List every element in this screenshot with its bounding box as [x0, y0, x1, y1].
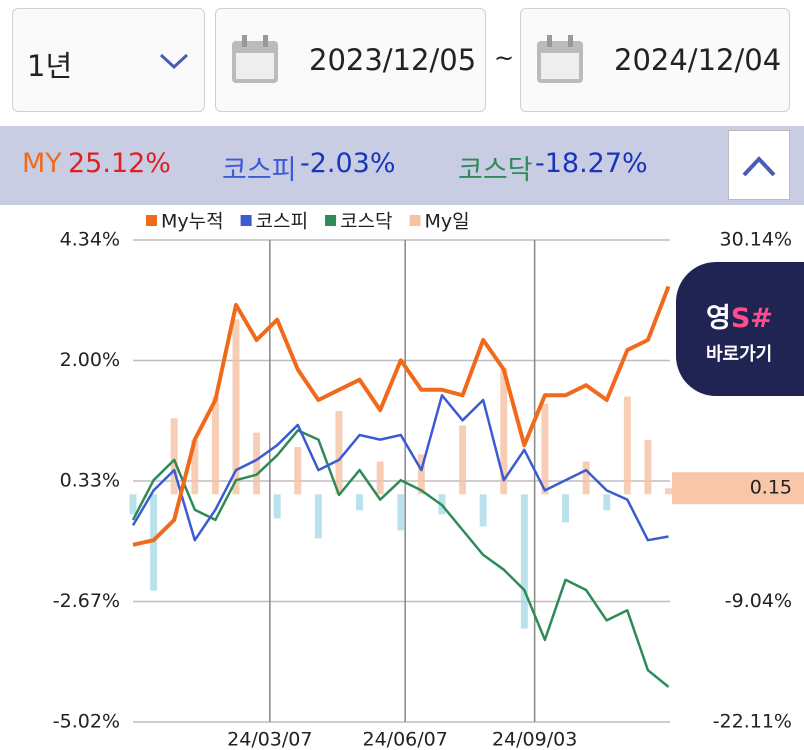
summary-value: 25.12% [68, 148, 171, 179]
daily-bar [294, 447, 302, 495]
daily-bar [356, 494, 364, 511]
y-tick-label: -2.67% [53, 590, 120, 612]
start-date-box[interactable]: 2023/12/05 [215, 8, 486, 112]
legend-label: 코스닥 [340, 211, 392, 233]
x-tick-label: 24/06/07 [363, 729, 448, 750]
legend-swatch [325, 215, 337, 226]
summary-value: -2.03% [300, 148, 396, 179]
legend-swatch [409, 215, 421, 226]
daily-bar [541, 403, 549, 495]
daily-bar [603, 494, 611, 511]
legend-label: My일 [425, 211, 470, 233]
start-date: 2023/12/05 [309, 43, 477, 77]
y2-tick-label: 30.14% [720, 229, 792, 251]
daily-bar [335, 411, 343, 495]
calendar-icon [232, 35, 278, 83]
daily-bar [273, 494, 281, 519]
chevron-icon [159, 53, 189, 70]
period-text: 1년 [27, 49, 73, 83]
legend-swatch [240, 215, 252, 226]
daily-bar [376, 461, 384, 495]
daily-bar [562, 494, 570, 523]
chart: 4.34%2.00%0.33%-2.67%-5.02%30.14%4.02%-9… [53, 211, 804, 750]
daily-badge-bg [672, 472, 804, 505]
daily-bar [253, 432, 261, 495]
daily-bar [665, 488, 673, 495]
series-line [131, 429, 670, 688]
shortcut-label: 바로가기 [706, 344, 773, 365]
y-tick-label: -5.02% [53, 711, 120, 733]
legend-label: My누적 [161, 211, 224, 233]
daily-bar [129, 494, 137, 515]
legend-swatch [146, 215, 157, 226]
daily-bar [623, 396, 631, 495]
x-tick-label: 24/09/03 [492, 729, 577, 750]
period-dropdown[interactable]: 1년 [12, 8, 205, 112]
daily-bar [500, 367, 508, 495]
daily-bar [150, 494, 158, 591]
date-separator: ~ [494, 44, 515, 72]
shortcut-prefix: 영 [706, 303, 731, 334]
calendar-icon [537, 35, 583, 83]
daily-bar [397, 494, 405, 531]
daily-bar [170, 418, 178, 495]
y-tick-label: 2.00% [60, 349, 120, 371]
summary-name: 코스피 [222, 155, 297, 186]
daily-bar [644, 439, 652, 495]
x-tick-label: 24/03/07 [227, 729, 312, 750]
summary-bar: MY 25.12% 코스피 -2.03% 코스닥 -18.27% [0, 126, 804, 205]
end-date-box[interactable]: 2024/12/04 [520, 8, 790, 112]
daily-bar [479, 494, 487, 527]
collapse-button[interactable] [728, 130, 790, 200]
daily-bar [211, 396, 219, 495]
daily-bar [520, 494, 528, 629]
daily-bar [582, 461, 590, 495]
y2-tick-label: -9.04% [725, 590, 792, 612]
y-tick-label: 4.34% [60, 229, 120, 251]
daily-bar [459, 425, 467, 495]
daily-bar [417, 454, 425, 495]
legend-label: 코스피 [256, 211, 308, 233]
daily-badge: 0.15 [750, 477, 792, 499]
summary-name: MY [22, 148, 62, 179]
y2-tick-label: -22.11% [713, 711, 792, 733]
daily-bar [314, 494, 322, 539]
y-tick-label: 0.33% [60, 470, 120, 492]
end-date: 2024/12/04 [614, 43, 782, 77]
up-arrow-icon [742, 156, 776, 177]
daily-bar [232, 319, 240, 495]
shortcut-title: 영S# [706, 296, 773, 335]
daily-bar [191, 439, 199, 495]
series-line [132, 285, 671, 547]
shortcut-badge[interactable]: 영S# 바로가기 [676, 262, 804, 396]
summary-value: -18.27% [535, 148, 648, 179]
summary-name: 코스닥 [458, 155, 533, 186]
shortcut-brand: S# [730, 303, 773, 334]
series-line [131, 394, 669, 542]
